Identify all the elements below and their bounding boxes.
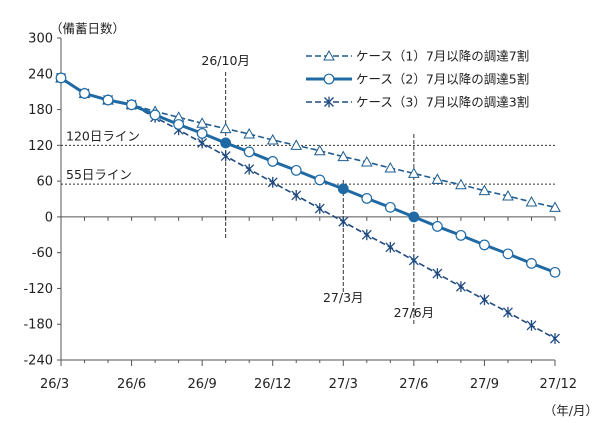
y-axis-title: （備蓄日数）	[50, 21, 125, 36]
y-tick-label: 240	[28, 67, 53, 82]
asterisk-marker	[479, 294, 490, 306]
circle-marker	[323, 73, 335, 85]
circle-marker	[79, 88, 90, 99]
circle-marker	[149, 109, 161, 121]
triangle-marker	[360, 156, 373, 167]
y-tick-label: -180	[23, 318, 53, 333]
circle-marker	[431, 221, 443, 232]
annotation-label: 27/6月	[394, 305, 435, 320]
triangle-marker	[266, 133, 279, 145]
labels: （備蓄日数） （年/月）	[50, 21, 598, 418]
annotation-lines: 26/10月 27/3月 27/6月	[201, 53, 434, 325]
triangle-marker	[337, 150, 350, 162]
axes: 300 240 180 120 60 0 -60 -120 -180 -240 26/3 26/6 26…	[23, 32, 577, 393]
triangle-marker	[313, 144, 326, 156]
asterisk-marker	[455, 281, 466, 293]
x-tick-label: 27/12	[540, 377, 577, 392]
circle-marker	[290, 164, 302, 176]
asterisk-marker	[220, 150, 231, 162]
asterisk-marker	[526, 320, 537, 331]
x-tick-label: 26/6	[117, 377, 146, 392]
circle-marker	[196, 128, 208, 139]
asterisk-marker	[408, 255, 419, 266]
asterisk-marker	[502, 306, 513, 318]
asterisk-marker	[267, 176, 278, 188]
series-line	[60, 76, 556, 274]
series-group	[55, 71, 561, 344]
y-tick-label: 0	[45, 210, 53, 225]
x-tick-label: 27/6	[399, 377, 428, 392]
legend-label: ケース（2）7月以降の調達5割	[356, 72, 529, 87]
highlight-circle-marker	[337, 183, 349, 195]
circle-marker	[267, 156, 279, 167]
triangle-marker	[323, 49, 335, 61]
legend-label: ケース（1）7月以降の調達7割	[356, 49, 529, 64]
asterisk-marker	[550, 333, 560, 344]
highlight-circle-marker	[408, 211, 420, 223]
triangle-marker	[525, 195, 538, 207]
x-tick-label: 26/12	[254, 377, 291, 392]
circle-marker	[173, 119, 185, 130]
triangle-marker	[219, 122, 232, 134]
reference-line-label: 120日ライン	[66, 128, 140, 143]
x-tick-label: 26/3	[40, 377, 69, 392]
legend: ケース（1）7月以降の調達7割ケース（2）7月以降の調達5割ケース（3）7月以降…	[306, 49, 529, 110]
highlight-circle-marker	[220, 137, 232, 149]
circle-marker	[314, 174, 326, 186]
circle-marker	[479, 239, 490, 251]
legend-label: ケース（3）7月以降の調達3割	[356, 95, 529, 110]
y-tick-label: -60	[32, 246, 53, 261]
y-tick-label: -120	[23, 282, 53, 297]
asterisk-marker	[432, 268, 443, 279]
circle-marker	[502, 248, 514, 260]
y-tick-label: 60	[36, 175, 53, 190]
circle-marker	[102, 94, 114, 106]
asterisk-marker	[291, 190, 302, 201]
triangle-marker	[431, 173, 444, 184]
reference-lines: 120日ライン 55日ライン	[61, 128, 555, 185]
x-tick-label: 26/9	[188, 377, 217, 392]
asterisk-marker	[324, 96, 334, 108]
annotation-label: 27/3月	[323, 290, 364, 305]
asterisk-marker	[314, 203, 325, 214]
x-tick-label: 27/3	[329, 377, 358, 392]
series-line	[60, 77, 556, 340]
circle-marker	[55, 72, 67, 84]
triangle-marker	[502, 189, 514, 201]
y-tick-label: 180	[28, 103, 53, 118]
triangle-marker	[384, 161, 397, 173]
triangle-marker	[243, 127, 256, 139]
triangle-marker	[478, 184, 491, 196]
triangle-marker	[549, 201, 561, 212]
series-line	[60, 77, 556, 209]
circle-marker	[549, 266, 561, 278]
circle-marker	[126, 99, 137, 111]
circle-marker	[455, 229, 467, 241]
circle-marker	[243, 146, 255, 158]
annotation-label: 26/10月	[201, 53, 250, 68]
x-tick-label: 27/9	[470, 377, 499, 392]
y-tick-label: 120	[28, 139, 53, 154]
y-tick-label: -240	[23, 354, 53, 369]
circle-marker	[526, 258, 537, 269]
triangle-marker	[408, 167, 420, 178]
circle-marker	[361, 193, 373, 204]
triangle-marker	[196, 117, 208, 128]
x-axis-title: （年/月）	[544, 403, 598, 418]
asterisk-marker	[385, 241, 396, 253]
triangle-marker	[455, 178, 467, 190]
circle-marker	[384, 201, 396, 213]
asterisk-marker	[244, 163, 255, 175]
asterisk-marker	[361, 229, 372, 241]
asterisk-marker	[338, 216, 349, 228]
reference-line-label: 55日ライン	[66, 167, 132, 182]
triangle-marker	[290, 139, 303, 150]
asterisk-marker	[197, 137, 208, 149]
y-tick-label: 300	[28, 32, 53, 47]
